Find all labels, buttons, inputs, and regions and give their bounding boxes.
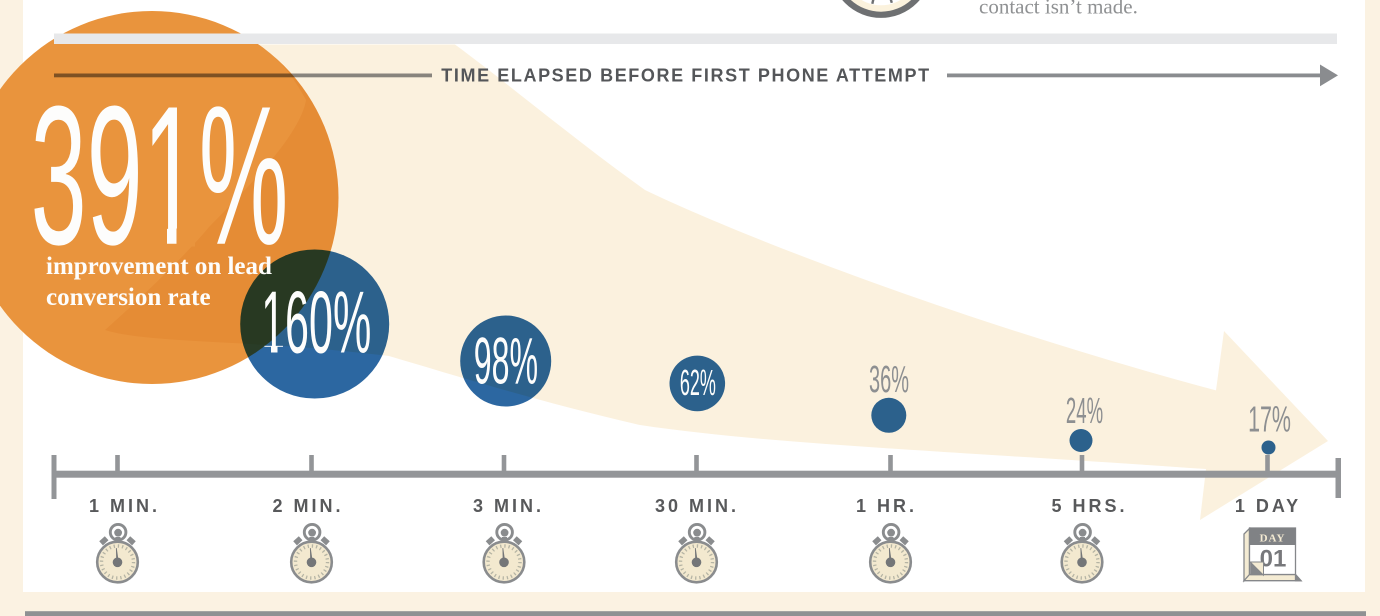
- svg-text:conversion rate: conversion rate: [46, 284, 211, 311]
- svg-text:3 MIN.: 3 MIN.: [473, 496, 544, 516]
- svg-text:62%: 62%: [680, 363, 716, 403]
- svg-text:contact isn’t made.: contact isn’t made.: [979, 0, 1138, 19]
- svg-text:DAY: DAY: [1260, 533, 1286, 545]
- svg-text:1 DAY: 1 DAY: [1235, 496, 1301, 516]
- svg-text:160%: 160%: [261, 272, 371, 371]
- svg-text:1 MIN.: 1 MIN.: [89, 496, 160, 516]
- svg-text:391%: 391%: [31, 66, 289, 287]
- svg-text:TIME ELAPSED BEFORE FIRST PHON: TIME ELAPSED BEFORE FIRST PHONE ATTEMPT: [441, 66, 930, 86]
- svg-text:improvement on lead: improvement on lead: [46, 253, 272, 280]
- svg-text:30 MIN.: 30 MIN.: [655, 496, 739, 516]
- svg-text:2 MIN.: 2 MIN.: [272, 496, 343, 516]
- svg-text:24%: 24%: [1066, 392, 1103, 432]
- svg-text:17%: 17%: [1248, 400, 1291, 440]
- svg-text:5 HRS.: 5 HRS.: [1051, 496, 1127, 516]
- svg-text:1 HR.: 1 HR.: [856, 496, 917, 516]
- svg-text:01: 01: [1260, 546, 1287, 573]
- svg-text:98%: 98%: [474, 324, 538, 398]
- svg-text:36%: 36%: [869, 358, 909, 401]
